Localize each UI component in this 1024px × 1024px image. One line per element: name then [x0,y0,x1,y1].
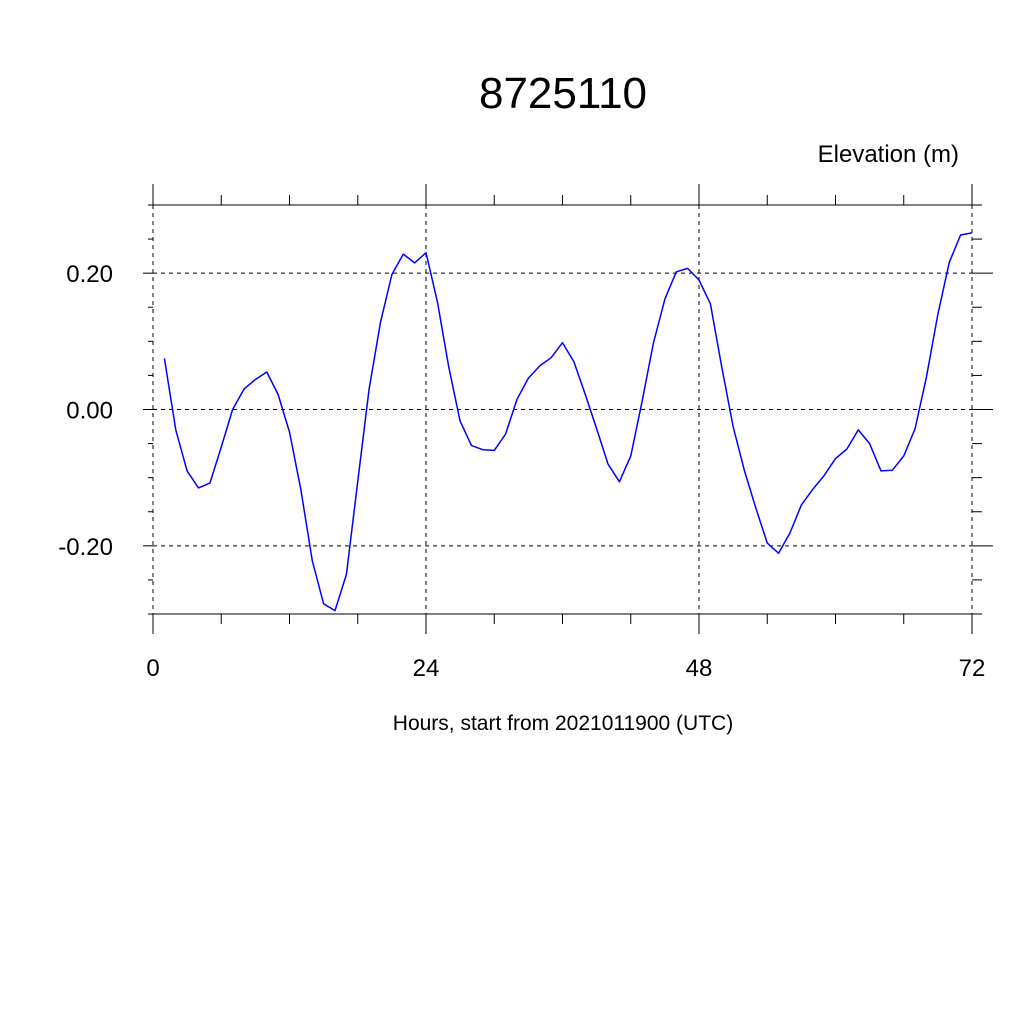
x-axis-label: Hours, start from 2021011900 (UTC) [393,712,733,735]
x-tick-label: 72 [959,655,986,682]
y-tick-label: -0.20 [58,534,113,561]
y-axis-label: Elevation (m) [818,141,959,168]
x-tick-label: 24 [413,655,440,682]
y-tick-label: 0.20 [66,261,113,288]
series-group [163,232,973,612]
grid-lines [152,205,973,614]
x-tick-label: 48 [686,655,713,682]
y-tick-label: 0.00 [66,398,113,425]
axis-ticks [143,184,993,634]
series-line [163,232,973,612]
chart-title: 8725110 [479,69,647,118]
tick-labels: 0 24 48 72 -0.20 0.00 0.20 [58,261,985,682]
x-tick-label: 0 [146,655,159,682]
